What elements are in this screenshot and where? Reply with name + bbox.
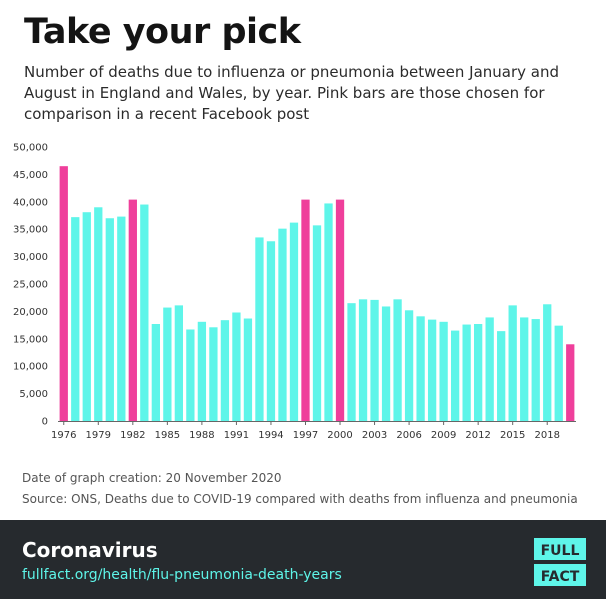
bar-2008 bbox=[427, 319, 437, 421]
x-tick-label: 2000 bbox=[327, 430, 352, 441]
x-tick-label: 2003 bbox=[362, 430, 387, 441]
bar-1986 bbox=[174, 305, 184, 421]
y-tick-label: 20,000 bbox=[13, 307, 48, 318]
bar-1995 bbox=[278, 228, 287, 421]
bar-1984 bbox=[151, 324, 160, 421]
y-tick-label: 40,000 bbox=[13, 197, 48, 208]
bar-highlighted-2020 bbox=[566, 344, 575, 421]
bar-2013 bbox=[485, 317, 494, 421]
x-tick-label: 1997 bbox=[293, 430, 318, 441]
logo-text-top: FULL bbox=[541, 543, 580, 559]
bar-2004 bbox=[381, 306, 391, 421]
bar-2014 bbox=[497, 331, 506, 421]
source-note: Source: ONS, Deaths due to COVID-19 comp… bbox=[22, 492, 578, 506]
bar-2005 bbox=[393, 299, 402, 421]
bar-highlighted-1982 bbox=[128, 199, 137, 421]
bar-2016 bbox=[520, 317, 529, 421]
bar-2006 bbox=[404, 310, 414, 421]
x-tick-label: 1988 bbox=[189, 430, 214, 441]
y-tick-label: 15,000 bbox=[13, 334, 48, 345]
x-axis: 1976 1979 1982 1985 1988 1991 1994 1997 2000 2003… bbox=[51, 421, 576, 441]
bar-2007 bbox=[416, 316, 425, 421]
y-tick-label: 5,000 bbox=[19, 389, 48, 400]
bar-2011 bbox=[462, 324, 471, 421]
bar-1987 bbox=[186, 329, 195, 421]
footer: Coronavirus fullfact.org/health/flu-pneu… bbox=[0, 520, 606, 599]
bar-1992 bbox=[243, 318, 253, 421]
full-fact-logo: FULL FACT bbox=[534, 538, 586, 586]
bar-1991 bbox=[232, 312, 241, 421]
bar-2009 bbox=[439, 321, 448, 421]
bar-highlighted-2000 bbox=[335, 199, 345, 421]
bar-1998 bbox=[312, 225, 322, 421]
bar-2001 bbox=[347, 303, 356, 421]
y-tick-label: 0 bbox=[42, 417, 48, 428]
bar-1994 bbox=[266, 241, 276, 421]
x-tick-label: 1985 bbox=[155, 430, 180, 441]
bar-1993 bbox=[255, 237, 264, 421]
x-tick-label: 1991 bbox=[224, 430, 249, 441]
bar-chart: 0 5,000 10,000 15,000 20,000 25,000 30,000 35,0… bbox=[13, 143, 576, 441]
y-tick-label: 10,000 bbox=[13, 362, 48, 373]
bar-1981 bbox=[117, 216, 126, 421]
bar-highlighted-1976 bbox=[59, 166, 68, 421]
x-tick-label: 2012 bbox=[465, 430, 490, 441]
footer-section-title: Coronavirus bbox=[22, 538, 158, 562]
y-tick-label: 35,000 bbox=[13, 225, 48, 236]
bars bbox=[59, 166, 575, 421]
y-tick-label: 30,000 bbox=[13, 252, 48, 263]
bar-1989 bbox=[209, 327, 218, 421]
bar-1999 bbox=[324, 203, 333, 421]
bar-1990 bbox=[220, 320, 230, 421]
bar-2012 bbox=[474, 324, 483, 421]
bar-1977 bbox=[71, 217, 80, 421]
bar-1983 bbox=[140, 204, 149, 421]
bar-2003 bbox=[370, 299, 379, 421]
x-tick-label: 2006 bbox=[396, 430, 421, 441]
y-tick-label: 50,000 bbox=[13, 143, 48, 154]
x-tick-label: 1994 bbox=[258, 430, 283, 441]
bar-highlighted-1997 bbox=[301, 199, 310, 421]
bar-1988 bbox=[197, 321, 207, 421]
footer-article-link[interactable]: fullfact.org/health/flu-pneumonia-death-… bbox=[22, 567, 342, 583]
x-tick-label: 2018 bbox=[534, 430, 559, 441]
x-tick-label: 1976 bbox=[51, 430, 76, 441]
bar-1985 bbox=[163, 307, 172, 421]
bar-2002 bbox=[358, 299, 368, 421]
bar-2017 bbox=[531, 319, 540, 421]
x-tick-label: 2015 bbox=[500, 430, 525, 441]
logo-text-bottom: FACT bbox=[541, 569, 580, 585]
x-tick-label: 2009 bbox=[431, 430, 456, 441]
x-tick-label: 1982 bbox=[120, 430, 145, 441]
graph-date: Date of graph creation: 20 November 2020 bbox=[22, 471, 282, 485]
y-tick-label: 25,000 bbox=[13, 280, 48, 291]
bar-2015 bbox=[508, 305, 517, 421]
x-tick-label: 1979 bbox=[86, 430, 111, 441]
bar-2019 bbox=[554, 325, 563, 421]
page-title: Take your pick bbox=[24, 12, 301, 52]
bar-1979 bbox=[94, 207, 103, 421]
bar-2010 bbox=[450, 330, 460, 421]
bar-1978 bbox=[82, 212, 91, 421]
bar-1996 bbox=[289, 222, 299, 421]
y-axis: 0 5,000 10,000 15,000 20,000 25,000 30,000 35,0… bbox=[13, 143, 48, 428]
bar-1980 bbox=[105, 218, 114, 421]
chart-subtitle: Number of deaths due to influenza or pne… bbox=[24, 63, 559, 123]
bar-2018 bbox=[543, 304, 552, 421]
y-tick-label: 45,000 bbox=[13, 170, 48, 181]
